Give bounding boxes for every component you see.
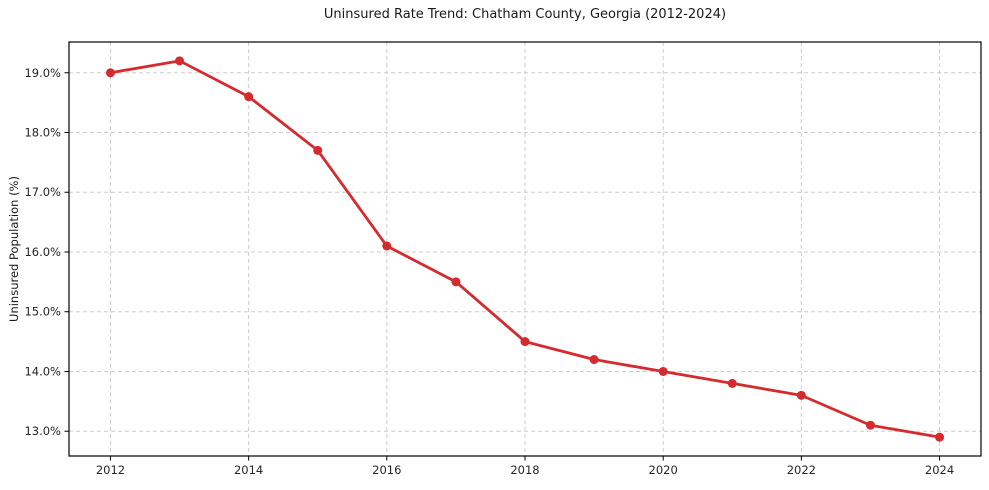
data-point-marker — [935, 432, 945, 442]
x-tick-label: 2012 — [96, 463, 125, 477]
x-tick-label: 2024 — [925, 463, 954, 477]
data-point-marker — [105, 68, 115, 78]
data-point-marker — [589, 355, 599, 365]
data-point-marker — [382, 241, 392, 251]
data-point-marker — [727, 378, 737, 388]
x-tick-label: 2014 — [234, 463, 263, 477]
y-tick-label: 17.0% — [24, 185, 61, 199]
y-tick-label: 14.0% — [24, 364, 61, 378]
chart-title: Uninsured Rate Trend: Chatham County, Ge… — [323, 7, 727, 22]
data-point-marker — [865, 420, 875, 430]
x-tick-label: 2020 — [649, 463, 678, 477]
x-tick-label: 2022 — [787, 463, 816, 477]
x-tick-label: 2018 — [510, 463, 539, 477]
x-tick-label: 2016 — [372, 463, 401, 477]
data-point-marker — [658, 366, 668, 376]
data-point-marker — [796, 390, 806, 400]
y-tick-label: 19.0% — [24, 66, 61, 80]
data-point-marker — [175, 56, 185, 66]
y-tick-label: 15.0% — [24, 305, 61, 319]
y-tick-label: 18.0% — [24, 126, 61, 140]
data-point-marker — [313, 145, 323, 155]
y-tick-label: 13.0% — [24, 424, 61, 438]
data-point-marker — [520, 337, 530, 347]
y-tick-label: 16.0% — [24, 245, 61, 259]
data-point-marker — [244, 92, 254, 102]
data-point-marker — [451, 277, 461, 287]
